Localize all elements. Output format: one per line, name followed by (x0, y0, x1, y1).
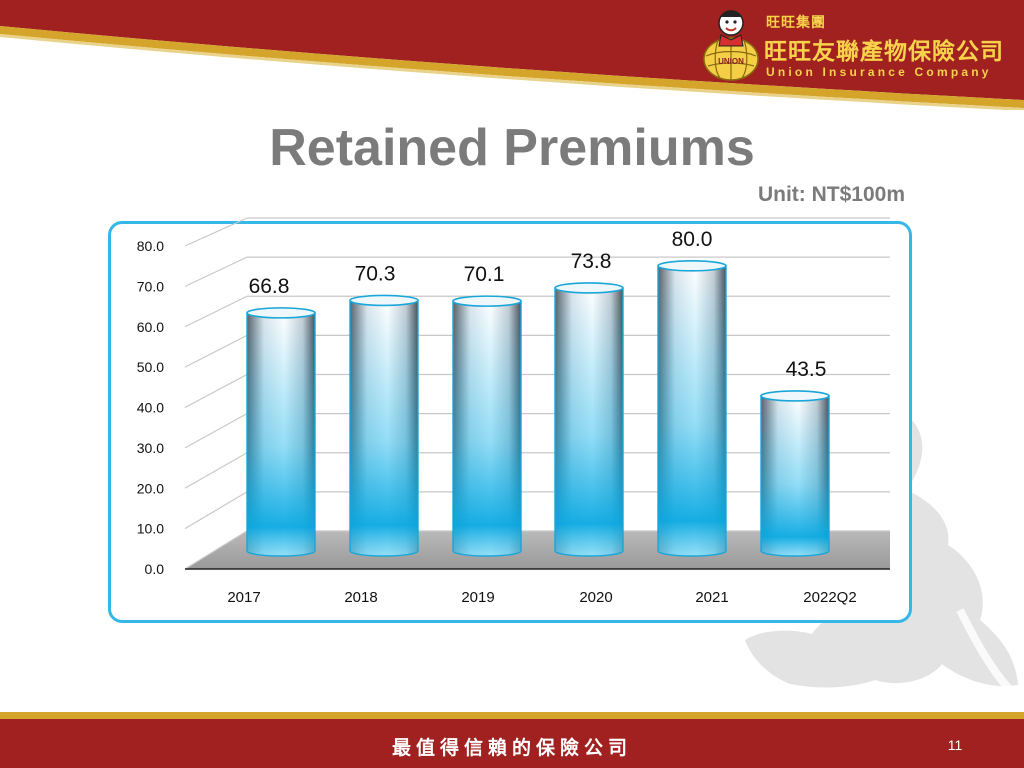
x-tick-label: 2019 (461, 589, 494, 606)
gridline-side (184, 491, 248, 530)
bar-top (657, 260, 727, 272)
logo-company-chinese: 旺旺友聯產物保險公司 (764, 39, 1004, 65)
bar-outline (246, 312, 316, 557)
bar-2022Q2 (760, 390, 830, 557)
gridline-side (184, 334, 248, 368)
slide-title: Retained Premiums (269, 119, 755, 177)
gridline-side (184, 256, 248, 287)
bar-2018 (349, 294, 419, 557)
gridline-side (184, 217, 248, 247)
bar-outline (349, 299, 419, 557)
data-label: 66.8 (249, 275, 290, 298)
y-tick-label: 0.0 (145, 561, 165, 577)
data-label: 43.5 (786, 358, 827, 381)
logo-group-name: 旺旺集團 (766, 15, 826, 31)
logo-badge-text: UNION (718, 57, 744, 66)
data-label: 70.1 (464, 263, 505, 286)
y-tick-label: 10.0 (137, 521, 164, 537)
bar-outline (554, 287, 624, 557)
bar-2019 (452, 295, 522, 557)
x-tick-label: 2017 (227, 589, 260, 606)
bar-body-tint (658, 265, 726, 556)
bar-top (349, 294, 419, 307)
bar-2020 (554, 282, 624, 557)
bar-body-tint (555, 287, 623, 556)
header-band (0, 0, 1024, 110)
gridline-side (184, 373, 248, 409)
gridline-side (184, 295, 248, 328)
gridline-side (184, 530, 248, 570)
bar-2017 (246, 307, 316, 557)
data-label: 70.3 (355, 262, 396, 285)
y-tick-label: 40.0 (137, 400, 164, 416)
y-tick-label: 80.0 (137, 238, 164, 254)
y-tick-label: 70.0 (137, 278, 164, 294)
x-tick-label: 2022Q2 (803, 589, 856, 606)
x-tick-label: 2021 (695, 589, 728, 606)
bar-body-tint (350, 300, 418, 556)
y-tick-label: 20.0 (137, 480, 164, 496)
footer-band (0, 712, 1024, 768)
bar-outline (452, 300, 522, 557)
bar-top (760, 390, 830, 402)
y-tick-label: 30.0 (137, 440, 164, 456)
gridline-side (184, 413, 248, 449)
logo-company-english: Union Insurance Company (766, 65, 992, 79)
gridline-side (184, 452, 248, 489)
page-number: 11 (947, 737, 963, 753)
data-label: 80.0 (672, 228, 713, 251)
bar-outline (760, 395, 830, 557)
data-label: 73.8 (571, 250, 612, 273)
x-tick-label: 2020 (579, 589, 612, 606)
bar-outline (657, 265, 727, 557)
bar-body-tint (453, 301, 521, 556)
bar-top (554, 282, 624, 294)
bar-top (452, 295, 522, 307)
company-logo: UNION 旺旺集團 旺旺友聯產物保險公司 Union Insurance Co… (700, 4, 1020, 82)
footer-slogan: 最值得信賴的保險公司 (391, 737, 632, 759)
bar-2021 (657, 260, 727, 557)
y-tick-label: 50.0 (137, 359, 164, 375)
x-tick-label: 2018 (344, 589, 377, 606)
mascot-globe-icon: UNION (703, 10, 759, 81)
bar-body-tint (761, 395, 829, 556)
bar-body-tint (247, 312, 315, 556)
unit-label: Unit: NT$100m (757, 183, 905, 206)
y-tick-label: 60.0 (137, 319, 164, 335)
bar-top (246, 307, 316, 319)
